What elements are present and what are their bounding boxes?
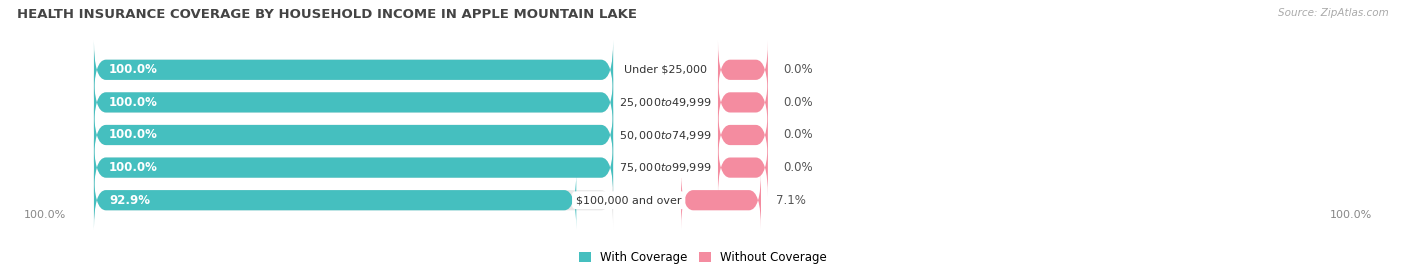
FancyBboxPatch shape: [94, 106, 613, 164]
FancyBboxPatch shape: [718, 106, 768, 164]
FancyBboxPatch shape: [94, 106, 613, 164]
Text: 92.9%: 92.9%: [108, 194, 150, 207]
FancyBboxPatch shape: [718, 73, 768, 131]
Text: Under $25,000: Under $25,000: [624, 65, 707, 75]
Text: $50,000 to $74,999: $50,000 to $74,999: [619, 129, 711, 141]
Text: 0.0%: 0.0%: [783, 63, 813, 76]
Text: 100.0%: 100.0%: [24, 210, 66, 220]
FancyBboxPatch shape: [94, 139, 613, 197]
Text: $75,000 to $99,999: $75,000 to $99,999: [619, 161, 711, 174]
FancyBboxPatch shape: [94, 171, 613, 229]
FancyBboxPatch shape: [681, 171, 761, 229]
Text: 100.0%: 100.0%: [108, 161, 157, 174]
Text: 100.0%: 100.0%: [1330, 210, 1372, 220]
FancyBboxPatch shape: [94, 41, 613, 99]
Text: 0.0%: 0.0%: [783, 129, 813, 141]
Text: 7.1%: 7.1%: [776, 194, 806, 207]
Text: $100,000 and over: $100,000 and over: [576, 195, 682, 205]
FancyBboxPatch shape: [94, 171, 576, 229]
Legend: With Coverage, Without Coverage: With Coverage, Without Coverage: [579, 251, 827, 264]
FancyBboxPatch shape: [94, 73, 613, 131]
Text: 0.0%: 0.0%: [783, 161, 813, 174]
Text: 0.0%: 0.0%: [783, 96, 813, 109]
Text: HEALTH INSURANCE COVERAGE BY HOUSEHOLD INCOME IN APPLE MOUNTAIN LAKE: HEALTH INSURANCE COVERAGE BY HOUSEHOLD I…: [17, 8, 637, 21]
FancyBboxPatch shape: [718, 41, 768, 99]
FancyBboxPatch shape: [94, 73, 613, 131]
FancyBboxPatch shape: [94, 139, 613, 197]
Text: 100.0%: 100.0%: [108, 96, 157, 109]
FancyBboxPatch shape: [718, 139, 768, 197]
Text: Source: ZipAtlas.com: Source: ZipAtlas.com: [1278, 8, 1389, 18]
FancyBboxPatch shape: [94, 41, 613, 99]
Text: 100.0%: 100.0%: [108, 129, 157, 141]
Text: 100.0%: 100.0%: [108, 63, 157, 76]
Text: $25,000 to $49,999: $25,000 to $49,999: [619, 96, 711, 109]
